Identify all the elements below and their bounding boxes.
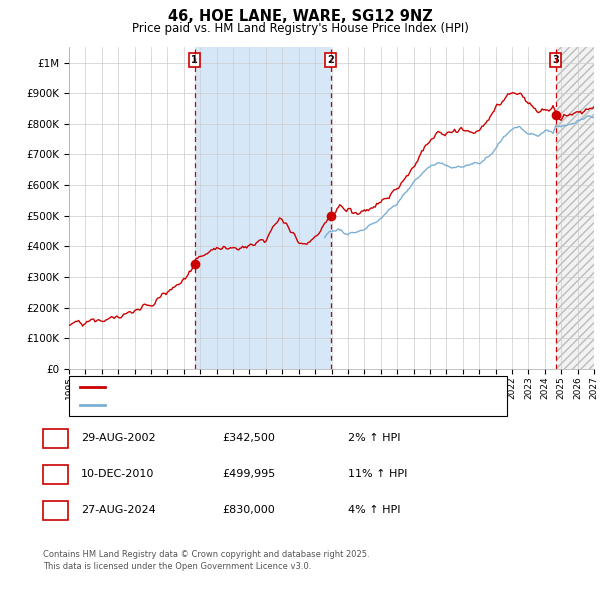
Text: This data is licensed under the Open Government Licence v3.0.: This data is licensed under the Open Gov… [43, 562, 311, 571]
Text: 2% ↑ HPI: 2% ↑ HPI [348, 434, 401, 443]
Text: 3: 3 [552, 55, 559, 65]
Text: 1: 1 [191, 55, 198, 65]
Text: 46, HOE LANE, WARE, SG12 9NZ: 46, HOE LANE, WARE, SG12 9NZ [167, 9, 433, 24]
Text: 46, HOE LANE, WARE, SG12 9NZ (detached house): 46, HOE LANE, WARE, SG12 9NZ (detached h… [110, 382, 374, 392]
Text: £342,500: £342,500 [222, 434, 275, 443]
Text: £830,000: £830,000 [222, 506, 275, 515]
Text: 2: 2 [52, 470, 59, 479]
Text: £499,995: £499,995 [222, 470, 275, 479]
Text: 11% ↑ HPI: 11% ↑ HPI [348, 470, 407, 479]
Text: HPI: Average price, detached house, East Hertfordshire: HPI: Average price, detached house, East… [110, 399, 398, 409]
Text: 27-AUG-2024: 27-AUG-2024 [81, 506, 156, 515]
Text: Contains HM Land Registry data © Crown copyright and database right 2025.: Contains HM Land Registry data © Crown c… [43, 550, 370, 559]
Text: 10-DEC-2010: 10-DEC-2010 [81, 470, 154, 479]
Text: 29-AUG-2002: 29-AUG-2002 [81, 434, 155, 443]
Text: 4% ↑ HPI: 4% ↑ HPI [348, 506, 401, 515]
Bar [556, 47, 594, 369]
Text: 1: 1 [52, 434, 59, 443]
Text: 3: 3 [52, 506, 59, 515]
Text: Price paid vs. HM Land Registry's House Price Index (HPI): Price paid vs. HM Land Registry's House … [131, 22, 469, 35]
Text: 2: 2 [328, 55, 334, 65]
Bar [194, 47, 331, 369]
